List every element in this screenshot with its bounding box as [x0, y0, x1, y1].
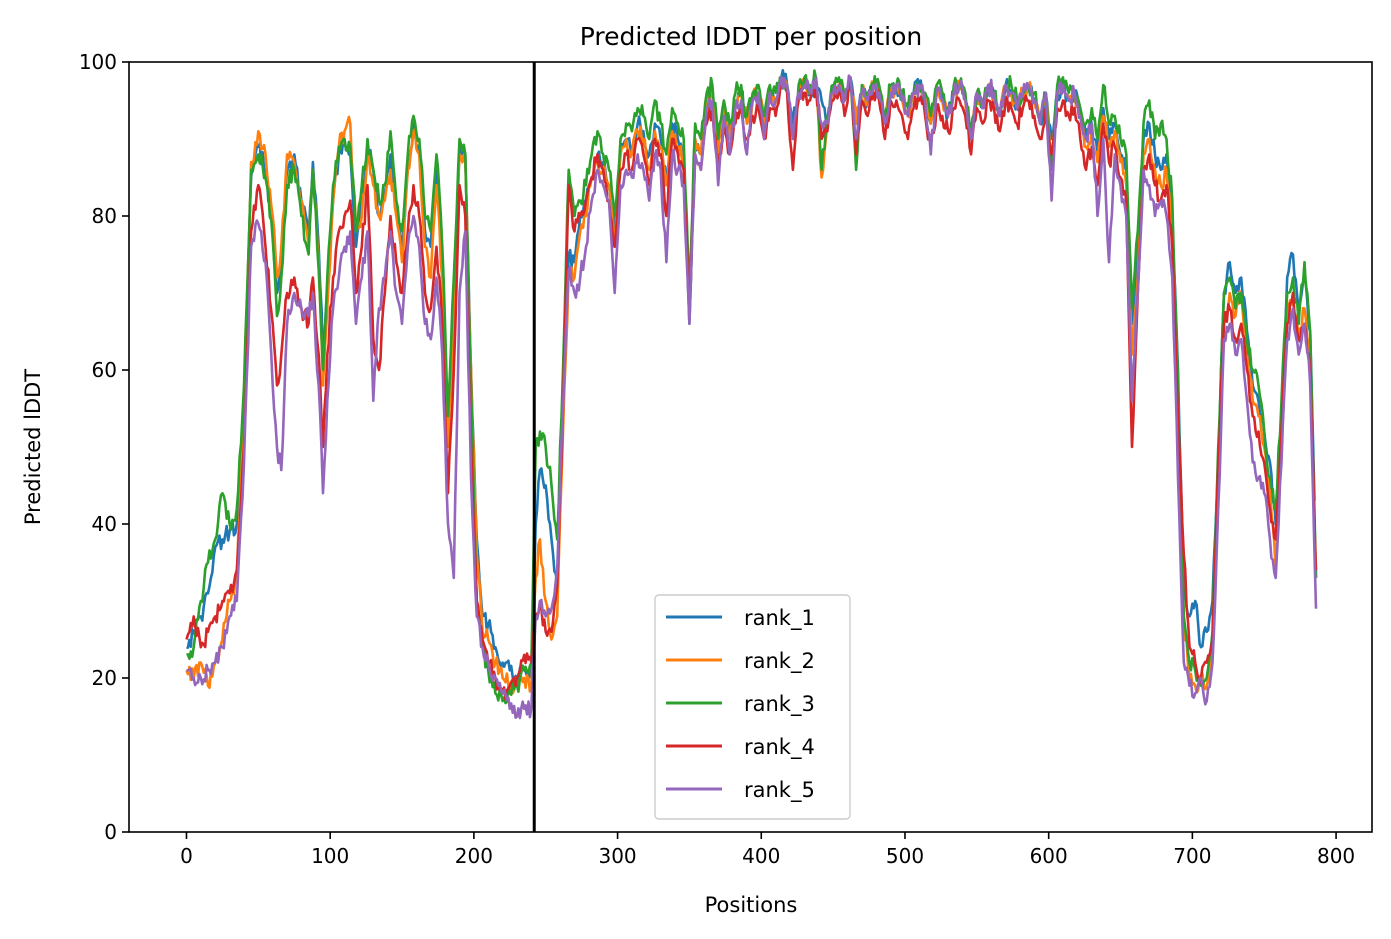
series-layer — [185, 69, 1318, 720]
legend-label-rank_4: rank_4 — [744, 735, 815, 760]
series-line-rank_5 — [186, 74, 1318, 720]
x-tick-label: 200 — [455, 844, 493, 868]
x-tick-label: 100 — [311, 844, 349, 868]
legend-box — [654, 594, 851, 820]
y-tick-label: 20 — [92, 666, 117, 690]
y-tick-label: 60 — [92, 358, 117, 382]
x-tick-label: 400 — [742, 844, 780, 868]
x-axis-label: Positions — [705, 893, 798, 917]
x-tick-label: 600 — [1030, 844, 1068, 868]
chart-title: Predicted lDDT per position — [580, 22, 922, 51]
legend-label-rank_3: rank_3 — [744, 692, 815, 717]
x-tick-label: 0 — [180, 844, 193, 868]
y-tick-label: 0 — [104, 820, 117, 844]
x-tick-label: 800 — [1317, 844, 1355, 868]
y-tick-label: 100 — [79, 50, 117, 74]
plot-frame — [128, 61, 1373, 833]
y-tick-label: 40 — [92, 512, 117, 536]
x-tick-label: 700 — [1173, 844, 1211, 868]
x-axis: 0 100 200 300 400 500 600 700 800 — [180, 832, 1355, 868]
x-tick-label: 500 — [886, 844, 924, 868]
y-axis: 0 20 40 60 80 100 — [79, 50, 129, 844]
legend-label-rank_2: rank_2 — [744, 649, 815, 674]
y-axis-label: Predicted lDDT — [21, 369, 45, 525]
legend-label-rank_5: rank_5 — [744, 778, 815, 803]
legend: rank_1 rank_2 rank_3 rank_4 rank_5 — [654, 594, 851, 820]
y-tick-label: 80 — [92, 204, 117, 228]
x-tick-label: 300 — [598, 844, 636, 868]
legend-label-rank_1: rank_1 — [744, 606, 815, 631]
